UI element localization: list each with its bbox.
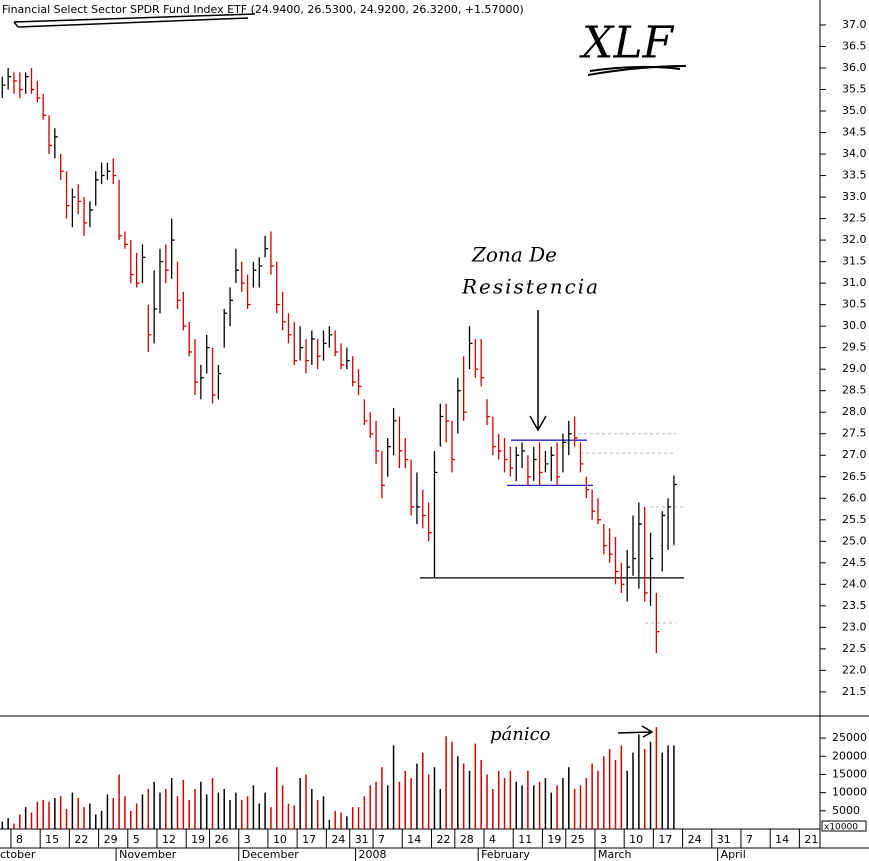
panic-annotation: pánico	[490, 724, 551, 745]
x-tick-label: 7	[746, 833, 753, 846]
x-tick-label: 4	[489, 833, 496, 846]
x-tick-label: 14	[775, 833, 789, 846]
month-label: ctober	[0, 848, 36, 861]
y-tick-label: 25.0	[842, 534, 867, 547]
y-tick-label: 32.5	[842, 212, 867, 225]
month-label: April	[721, 848, 746, 861]
y-tick-label: 26.5	[842, 470, 867, 483]
x-tick-label: 11	[518, 833, 532, 846]
x-tick-label: 14	[407, 833, 421, 846]
y-tick-label: 29.0	[842, 362, 867, 375]
y-tick-label: 34.5	[842, 126, 867, 139]
y-tick-label: 23.5	[842, 599, 867, 612]
arrow	[529, 310, 547, 432]
y-tick-label: 35.0	[842, 104, 867, 117]
y-tick-label: 33.0	[842, 190, 867, 203]
volume-tick-label: 20000	[832, 749, 867, 762]
y-tick-label: 22.5	[842, 642, 867, 655]
volume-tick-label: 10000	[832, 786, 867, 799]
y-tick-label: 32.0	[842, 233, 867, 246]
x-tick-label: 21	[804, 833, 818, 846]
x-tick-label: 24	[331, 833, 345, 846]
ticker-underline	[587, 65, 687, 76]
x-tick-label: 10	[629, 833, 643, 846]
x-tick-label: 17	[658, 833, 672, 846]
y-tick-label: 21.5	[842, 685, 867, 698]
month-label: March	[598, 848, 632, 861]
volume-tick-label: 5000	[832, 804, 860, 817]
y-tick-label: 26.0	[842, 491, 867, 504]
x-tick-label: 10	[273, 833, 287, 846]
x-tick-label: 29	[104, 833, 118, 846]
x-tick-label: 22	[436, 833, 450, 846]
y-tick-label: 28.0	[842, 405, 867, 418]
x-tick-label: 25	[571, 833, 585, 846]
x-tick-label: 19	[547, 833, 561, 846]
month-label: February	[481, 848, 530, 861]
x-tick-label: 8	[16, 833, 23, 846]
unit-box	[821, 820, 867, 832]
x-tick-label: 31	[355, 833, 369, 846]
y-tick-label: 36.0	[842, 61, 867, 74]
x-tick-label: 3	[600, 833, 607, 846]
x-tick-label: 3	[244, 833, 251, 846]
month-label: November	[119, 848, 177, 861]
y-tick-label: 36.5	[842, 39, 867, 52]
y-tick-label: 31.5	[842, 255, 867, 268]
x-tick-label: 7	[378, 833, 385, 846]
x-tick-label: 24	[688, 833, 702, 846]
ticker-annotation: XLF	[579, 18, 675, 69]
month-label: 2008	[359, 848, 387, 861]
zone-annotation: Resistencia	[461, 275, 600, 299]
y-tick-label: 31.0	[842, 276, 867, 289]
y-tick-label: 33.5	[842, 169, 867, 182]
volume-tick-label: 25000	[832, 731, 867, 744]
y-tick-label: 29.5	[842, 341, 867, 354]
month-label: December	[242, 848, 300, 861]
y-tick-label: 24.5	[842, 556, 867, 569]
y-tick-label: 34.0	[842, 147, 867, 160]
x-tick-label: 5	[133, 833, 140, 846]
y-tick-label: 22.0	[842, 663, 867, 676]
x-tick-label: 28	[460, 833, 474, 846]
y-tick-label: 27.5	[842, 427, 867, 440]
y-tick-label: 35.5	[842, 83, 867, 96]
y-tick-label: 28.5	[842, 384, 867, 397]
y-tick-label: 24.0	[842, 577, 867, 590]
x-tick-label: 12	[162, 833, 176, 846]
x-tick-label: 26	[215, 833, 229, 846]
y-tick-label: 30.0	[842, 319, 867, 332]
volume-tick-label: 15000	[832, 767, 867, 780]
x-tick-label: 19	[191, 833, 205, 846]
arrow	[617, 725, 654, 738]
y-tick-label: 37.0	[842, 18, 867, 31]
y-tick-label: 23.0	[842, 620, 867, 633]
x-tick-label: 22	[74, 833, 88, 846]
chart-title: Financial Select Sector SPDR Fund Index …	[2, 3, 524, 16]
volume-unit-label: x10000	[824, 823, 858, 833]
y-tick-label: 30.5	[842, 298, 867, 311]
zone-annotation: Zona De	[471, 243, 557, 267]
y-tick-label: 25.5	[842, 513, 867, 526]
title-underline	[13, 13, 256, 28]
x-tick-label: 17	[302, 833, 316, 846]
x-tick-label: 31	[717, 833, 731, 846]
x-tick-label: 15	[45, 833, 59, 846]
y-tick-label: 27.0	[842, 448, 867, 461]
